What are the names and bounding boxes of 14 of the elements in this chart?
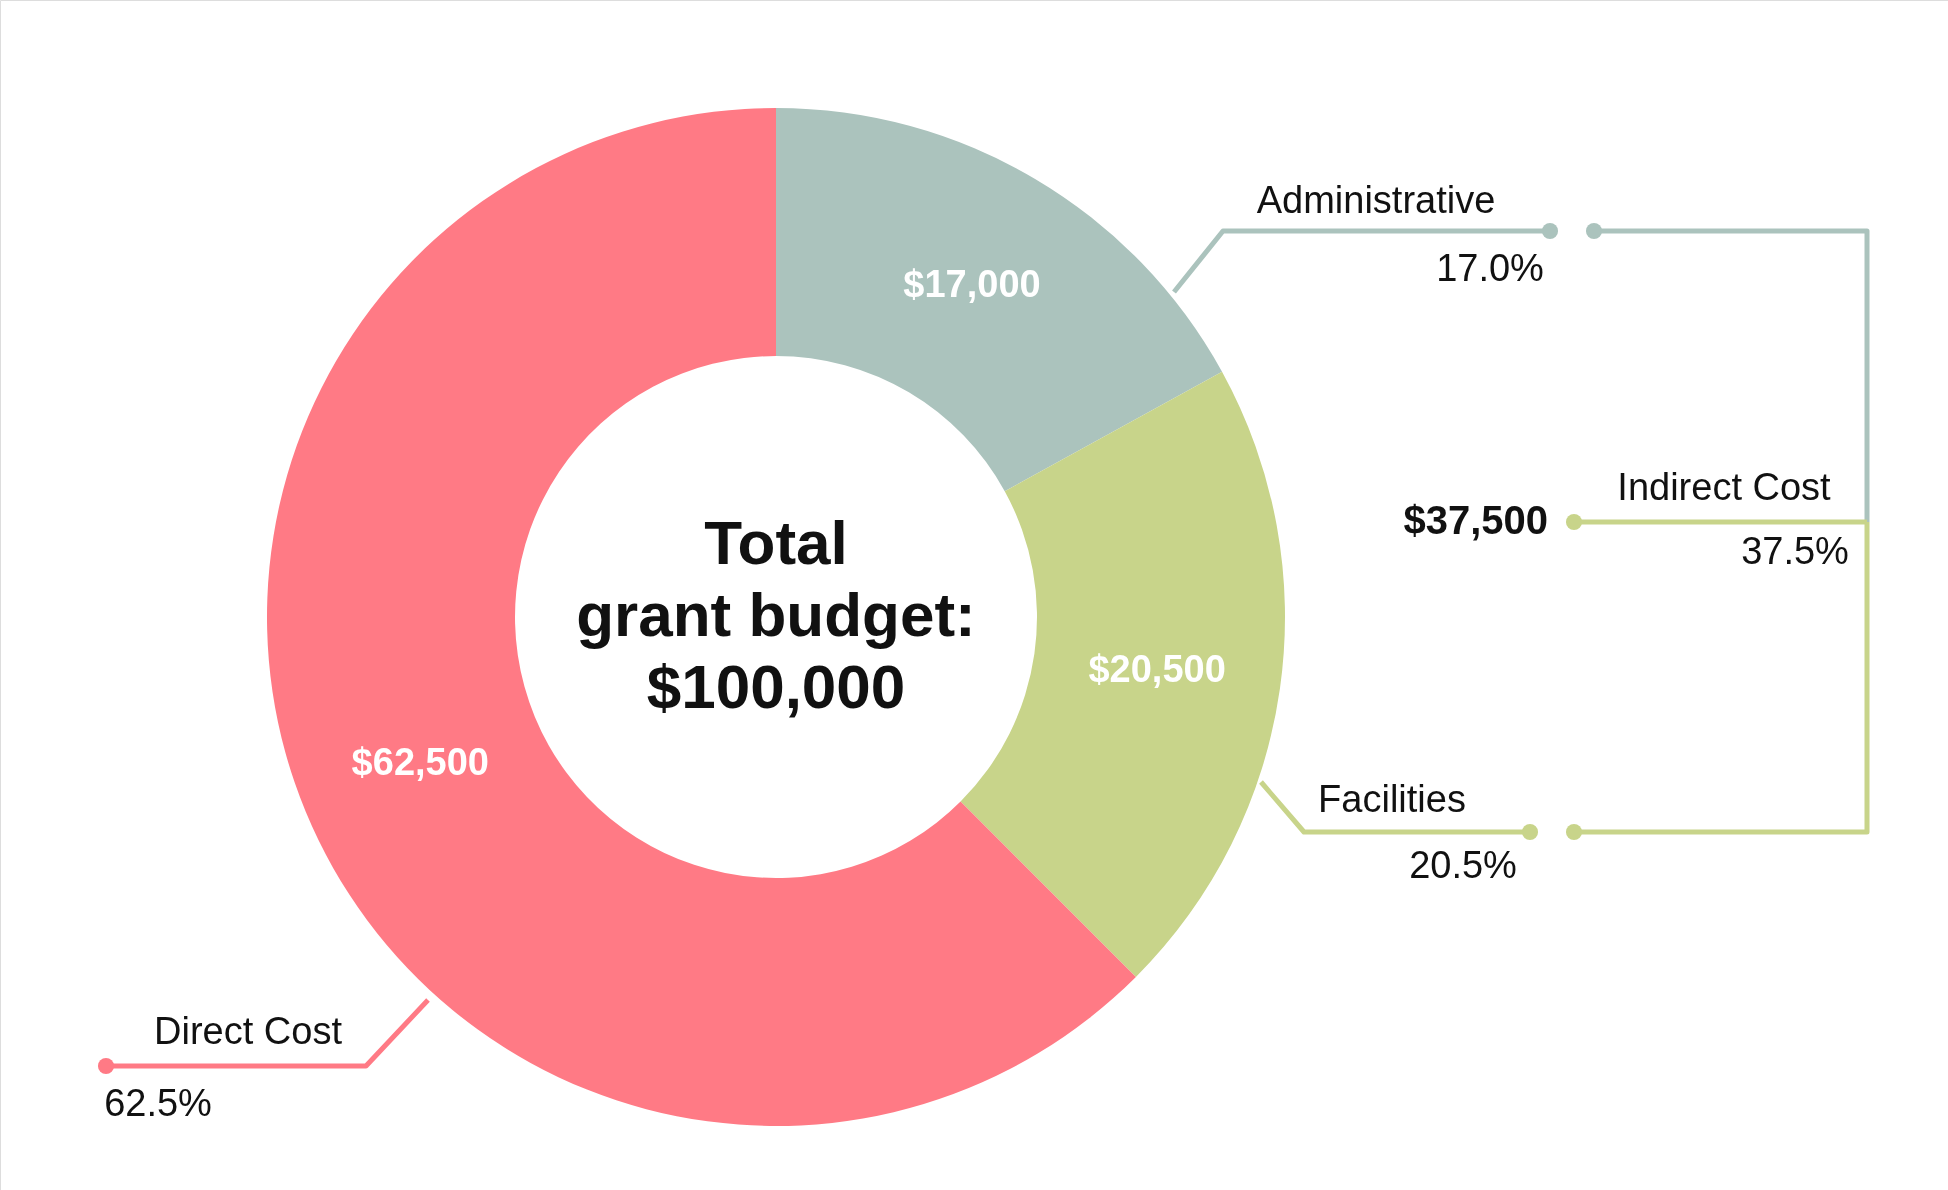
donut-slice <box>776 108 1223 492</box>
text: 17.0% <box>1436 247 1544 289</box>
data-label: $62,500 <box>351 741 489 784</box>
slice-label: Administrative <box>1256 179 1496 221</box>
text: Indirect Cost <box>1617 466 1832 508</box>
text: Total grant budget: $100,000 <box>576 508 976 721</box>
text: 20.5% <box>1409 844 1517 886</box>
slice-label: Facilities <box>1318 778 1466 820</box>
text: $37,500 <box>1403 498 1548 542</box>
slice-label: Direct Cost <box>154 1010 343 1052</box>
text: 62.5% <box>104 1082 212 1124</box>
data-label: $17,000 <box>903 262 1041 305</box>
data-label: $20,500 <box>1088 648 1226 691</box>
text: 37.5% <box>1741 530 1849 572</box>
